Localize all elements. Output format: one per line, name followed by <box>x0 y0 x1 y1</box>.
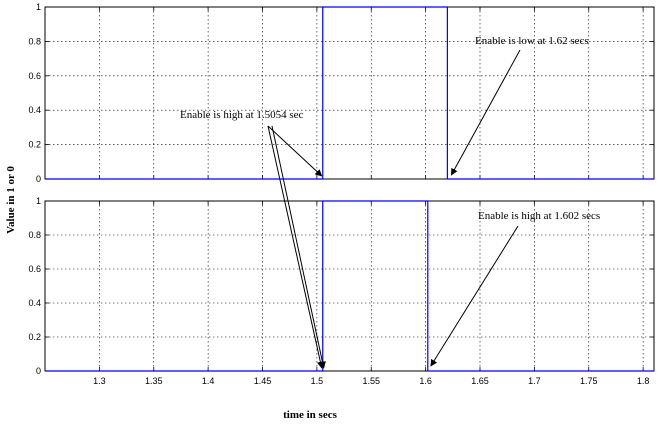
y-tick-label: 0.8 <box>28 230 41 240</box>
x-tick-label: 1.6 <box>419 376 432 386</box>
x-tick-label: 1.8 <box>637 376 650 386</box>
x-tick-label: 1.35 <box>145 376 163 386</box>
x-tick-label: 1.65 <box>471 376 489 386</box>
x-tick-label: 1.7 <box>528 376 541 386</box>
annotation-arrow <box>450 49 521 176</box>
y-tick-label: 0 <box>36 366 41 376</box>
y-tick-label: 0.6 <box>28 71 41 81</box>
annotation-arrow <box>267 125 324 369</box>
annotation-arrow <box>271 125 326 369</box>
plot-frame-1 <box>44 6 655 180</box>
y-tick-label: 0.8 <box>28 36 41 46</box>
y-tick-label: 0.6 <box>28 264 41 274</box>
x-axis-label: time in secs <box>283 409 337 421</box>
y-tick-label: 1 <box>36 2 41 12</box>
annotation-arrow <box>267 125 323 177</box>
series-line-panel-1 <box>45 6 654 180</box>
y-tick-label: 0.2 <box>28 140 41 150</box>
x-tick-label: 1.55 <box>362 376 380 386</box>
x-tick-label: 1.3 <box>93 376 106 386</box>
y-axis-label: Value in 1 or 0 <box>5 166 17 234</box>
series-line-panel-2 <box>45 200 654 372</box>
y-tick-label: 0 <box>36 174 41 184</box>
annotation-text-low: Enable is low at 1.62 secs <box>475 35 589 47</box>
x-tick-label: 1.45 <box>254 376 272 386</box>
y-tick-label: 0.2 <box>28 332 41 342</box>
annotation-arrow <box>430 225 519 367</box>
y-tick-label: 0.4 <box>28 105 41 115</box>
annotation-text-high-2: Enable is high at 1.602 secs <box>478 210 600 222</box>
y-tick-label: 1 <box>36 196 41 206</box>
y-tick-label: 0.4 <box>28 298 41 308</box>
x-tick-label: 1.5 <box>311 376 324 386</box>
x-tick-label: 1.4 <box>202 376 215 386</box>
plot-frame-2 <box>44 200 655 372</box>
annotation-text-high-1: Enable is high at 1.5054 sec <box>180 109 304 121</box>
x-tick-label: 1.75 <box>580 376 598 386</box>
